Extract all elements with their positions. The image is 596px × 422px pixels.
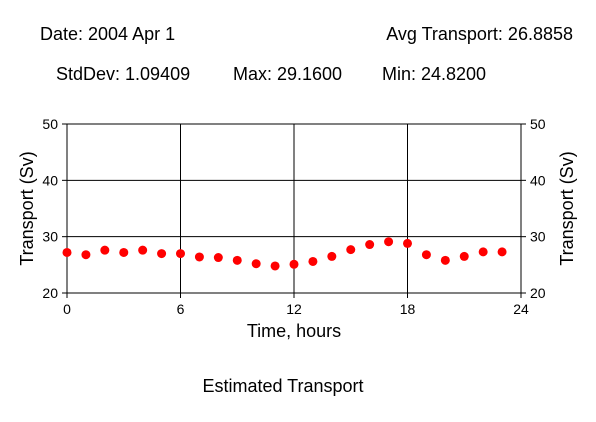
data-point: [232, 255, 242, 265]
data-point: [81, 250, 91, 260]
min-label: Min: 24.8200: [382, 64, 487, 84]
data-point: [346, 245, 356, 255]
data-point: [270, 261, 280, 271]
data-point: [478, 247, 488, 257]
data-point: [251, 259, 261, 269]
data-point: [100, 245, 110, 255]
y-tick-label-left: 30: [42, 229, 58, 245]
data-point: [459, 251, 469, 261]
y-tick-label-left: 20: [42, 285, 58, 301]
y-tick-label-left: 40: [42, 172, 58, 188]
data-point: [365, 240, 375, 250]
y-axis-label-left: Transport (Sv): [17, 151, 37, 265]
data-point: [440, 255, 450, 265]
data-point: [497, 247, 507, 257]
avg-transport-label: Avg Transport: 26.8858: [386, 24, 573, 44]
y-tick-label-right: 50: [530, 116, 546, 132]
data-point: [289, 259, 299, 269]
y-axis-label-right: Transport (Sv): [557, 151, 577, 265]
x-tick-label: 18: [400, 301, 416, 317]
y-tick-label-left: 50: [42, 116, 58, 132]
data-points: [62, 237, 507, 271]
stddev-label: StdDev: 1.09409: [56, 64, 191, 84]
data-point: [119, 247, 129, 257]
data-point: [157, 249, 167, 259]
data-point: [176, 249, 185, 259]
x-tick-label: 0: [63, 301, 71, 317]
y-tick-label-right: 30: [530, 229, 546, 245]
data-point: [403, 238, 412, 248]
data-point: [384, 237, 394, 247]
x-axis-label: Time, hours: [247, 321, 341, 341]
data-point: [327, 251, 337, 261]
y-tick-label-right: 40: [530, 172, 546, 188]
x-tick-label: 6: [177, 301, 185, 317]
data-point: [62, 247, 72, 257]
y-tick-label-right: 20: [530, 285, 546, 301]
data-point: [213, 253, 223, 263]
data-point: [138, 245, 148, 255]
data-point: [308, 256, 318, 266]
x-tick-label: 24: [513, 301, 529, 317]
data-point: [421, 250, 431, 260]
data-point: [194, 252, 204, 262]
x-tick-label: 12: [286, 301, 302, 317]
max-label: Max: 29.1600: [233, 64, 343, 84]
chart-caption: Estimated Transport: [202, 376, 363, 396]
date-label: Date: 2004 Apr 1: [40, 24, 176, 44]
